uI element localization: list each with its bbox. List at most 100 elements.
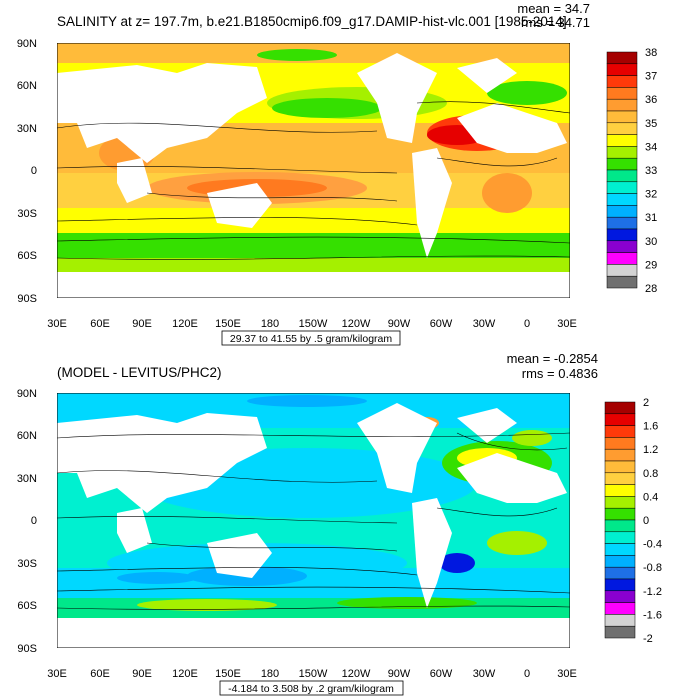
bottom-lon-label: 120W (342, 668, 371, 680)
colorbar-swatch (604, 519, 636, 533)
top-lon-label: 60W (430, 318, 453, 330)
colorbar-swatch (604, 437, 636, 450)
colorbar-swatch (606, 275, 638, 289)
bottom-lon-labels: 30E 60E 90E 120E 150E 180 150W 120W 90W … (47, 668, 577, 680)
bottom-contour-info: -4.184 to 3.508 by .2 gram/kilogram (228, 683, 394, 695)
top-panel-rms: rms = 34.71 (521, 15, 590, 30)
colorbar-swatch (606, 110, 638, 124)
top-contour-info: 29.37 to 41.55 by .5 gram/kilogram (230, 333, 393, 345)
colorbar-label: -1.6 (643, 609, 662, 621)
colorbar-swatch (604, 614, 636, 627)
colorbar-label: -2 (643, 633, 653, 645)
colorbar-swatch (606, 51, 638, 65)
bottom-lon-label: 30E (47, 668, 67, 680)
colorbar-label: 29 (645, 259, 657, 271)
colorbar-swatch (604, 448, 636, 462)
colorbar-swatch (606, 264, 638, 277)
colorbar-label: 38 (645, 47, 657, 59)
top-lon-label: 30W (473, 318, 496, 330)
top-lat-label: 90N (17, 38, 37, 50)
top-contours (57, 101, 570, 260)
top-land (57, 53, 570, 298)
colorbar-label: 31 (645, 212, 657, 224)
top-lon-label: 180 (261, 318, 279, 330)
colorbar-swatch (606, 193, 638, 206)
bottom-lon-label: 30W (473, 668, 496, 680)
top-lat-label: 0 (31, 165, 37, 177)
colorbar-label: 35 (645, 118, 657, 130)
colorbar-label: -0.4 (643, 539, 662, 551)
colorbar-swatch (606, 98, 638, 112)
colorbar-swatch (606, 63, 638, 76)
top-lon-label: 0 (524, 318, 530, 330)
top-lon-label: 30E (47, 318, 67, 330)
bottom-map-area (57, 393, 570, 648)
top-lat-label: 90S (17, 293, 37, 305)
bottom-lon-label: 150W (299, 668, 328, 680)
colorbar-swatch (604, 484, 636, 497)
colorbar-swatch (606, 87, 638, 100)
bottom-lat-labels: 90N 60N 30N 0 30S 60S 90S (17, 388, 37, 655)
bottom-lon-label: 60E (90, 668, 110, 680)
colorbar-swatch (604, 472, 636, 485)
top-lon-label: 90W (388, 318, 411, 330)
bottom-lon-label: 60W (430, 668, 453, 680)
bottom-lat-label: 0 (31, 515, 37, 527)
top-lat-labels: 90N 60N 30N 0 30S 60S 90S (17, 38, 37, 305)
colorbar-swatch (604, 566, 636, 580)
top-lat-label: 30N (17, 123, 37, 135)
bottom-lat-label: 60N (17, 430, 37, 442)
colorbar-swatch (606, 216, 638, 230)
top-lat-label: 30S (17, 208, 37, 220)
colorbar-swatch (606, 157, 638, 171)
top-panel-mean: mean = 34.7 (517, 1, 590, 16)
colorbar-label: 30 (645, 236, 657, 248)
bottom-lat-label: 30S (17, 558, 37, 570)
colorbar-swatch (606, 228, 638, 242)
bottom-land (57, 403, 570, 648)
bottom-lat-label: 90S (17, 643, 37, 655)
top-panel: SALINITY at z= 197.7m, b.e21.B1850cmip6.… (17, 1, 657, 346)
colorbar-swatch (606, 181, 638, 194)
bottom-lat-label: 30N (17, 473, 37, 485)
colorbar-swatch (604, 625, 636, 639)
colorbar-swatch (604, 507, 636, 521)
colorbar-swatch (606, 122, 638, 135)
top-lon-label: 120E (172, 318, 198, 330)
colorbar-label: 0 (643, 515, 649, 527)
colorbar-swatch (604, 602, 636, 615)
top-lon-labels: 30E 60E 90E 120E 150E 180 150W 120W 90W … (47, 318, 577, 330)
top-lon-label: 120W (342, 318, 371, 330)
colorbar-label: 1.6 (643, 421, 658, 433)
colorbar-swatch (604, 578, 636, 592)
top-lat-label: 60N (17, 80, 37, 92)
top-lon-label: 90E (132, 318, 152, 330)
colorbar-swatch (604, 531, 636, 544)
bottom-panel: (MODEL - LEVITUS/PHC2) mean = -0.2854 rm… (17, 351, 662, 696)
top-panel-title: SALINITY at z= 197.7m, b.e21.B1850cmip6.… (57, 14, 567, 29)
bottom-panel-mean: mean = -0.2854 (507, 351, 598, 366)
bottom-colorbar: 2 1.6 1.2 0.8 0.4 0 -0.4 -0.8 -1.2 -1.6 -2 (604, 397, 662, 645)
top-colorbar: 38 37 36 35 34 33 32 31 30 29 28 (606, 47, 657, 295)
top-lon-label: 60E (90, 318, 110, 330)
bottom-lat-label: 90N (17, 388, 37, 400)
colorbar-swatch (604, 555, 636, 568)
colorbar-label: 37 (645, 71, 657, 83)
colorbar-label: 32 (645, 189, 657, 201)
colorbar-swatch (606, 75, 638, 88)
colorbar-label: 36 (645, 94, 657, 106)
colorbar-swatch (606, 146, 638, 159)
colorbar-swatch (604, 496, 636, 509)
top-contour-info-box (221, 330, 401, 346)
bottom-lon-label: 30E (557, 668, 577, 680)
bottom-lon-label: 120E (172, 668, 198, 680)
top-lon-label: 150W (299, 318, 328, 330)
colorbar-swatch (604, 590, 636, 603)
bottom-panel-title: (MODEL - LEVITUS/PHC2) (57, 365, 222, 380)
colorbar-swatch (606, 205, 638, 218)
colorbar-label: 2 (643, 397, 649, 409)
colorbar-label: 0.4 (643, 491, 658, 503)
colorbar-label: -1.2 (643, 586, 662, 598)
bottom-lon-label: 180 (261, 668, 279, 680)
